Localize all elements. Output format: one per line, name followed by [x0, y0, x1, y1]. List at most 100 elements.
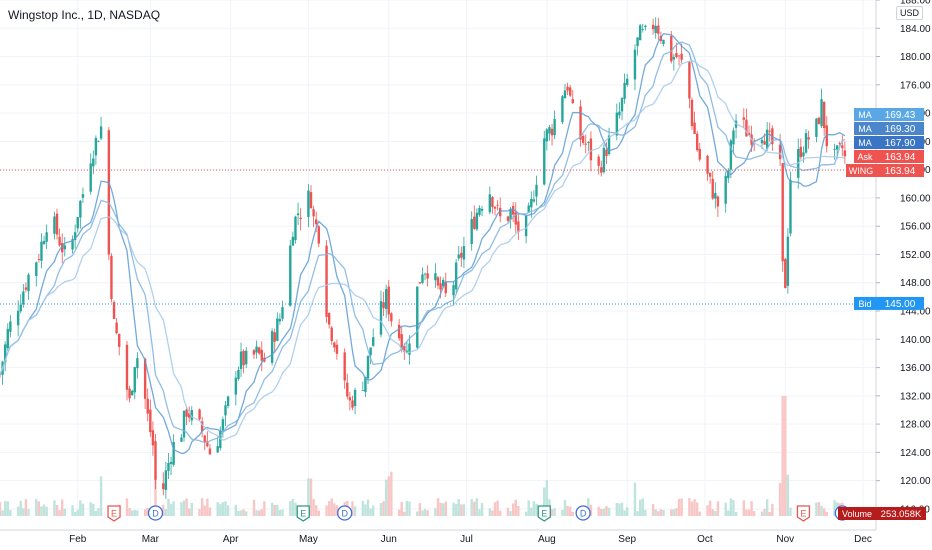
candle-body	[403, 346, 406, 352]
volume-bar	[470, 498, 473, 516]
candle-body	[799, 146, 803, 158]
earnings-marker-icon[interactable]: E	[796, 505, 811, 522]
volume-bar	[457, 499, 460, 516]
candle-body	[37, 259, 41, 261]
volume-bar	[509, 511, 512, 516]
candle-body	[343, 352, 346, 381]
volume-bar	[563, 499, 567, 516]
candle-body	[514, 212, 517, 225]
volume-bar	[426, 510, 429, 516]
earnings-marker-icon[interactable]: E	[107, 505, 121, 522]
candle-body	[182, 410, 186, 438]
volume-bar	[436, 498, 440, 516]
candle-body	[390, 313, 393, 322]
price-tick-label: 124.00	[900, 448, 931, 459]
volume-bar	[714, 510, 717, 516]
candle-body	[644, 25, 647, 27]
volume-bar	[372, 505, 375, 516]
volume-bar	[706, 505, 709, 516]
candle-body	[79, 200, 82, 218]
candle-body	[53, 216, 56, 234]
volume-bar	[662, 509, 665, 516]
volume-bar	[63, 508, 66, 516]
marker-letter: E	[800, 509, 806, 519]
volume-bar	[688, 498, 691, 516]
candle-body	[789, 179, 792, 234]
candle-body	[112, 302, 116, 319]
volume-bar	[40, 506, 43, 516]
candle-body	[672, 57, 676, 60]
volume-bar	[633, 482, 637, 516]
price-tick-label: 148.00	[900, 278, 931, 289]
candle-body	[317, 226, 320, 244]
volume-bar	[89, 502, 92, 516]
earnings-marker-icon[interactable]: E	[296, 505, 310, 522]
volume-bar	[742, 500, 746, 516]
candle-body	[172, 441, 175, 465]
volume-bar	[568, 506, 572, 516]
candle-body	[237, 369, 240, 379]
marker-shape	[107, 505, 121, 522]
price-label-value: 169.43	[885, 110, 916, 121]
volume-bar	[657, 511, 660, 516]
candle-body	[397, 324, 401, 339]
candle-body	[548, 127, 551, 134]
volume-bar	[732, 500, 735, 516]
month-label: Aug	[538, 534, 556, 545]
volume-bar	[644, 509, 647, 516]
dividend-marker-icon[interactable]: D	[337, 505, 353, 521]
volume-bar	[190, 502, 193, 516]
earnings-marker-icon[interactable]: E	[537, 505, 551, 522]
candle-body	[462, 246, 466, 260]
candle-body	[379, 301, 383, 335]
volume-bar	[307, 478, 310, 516]
volume-bar	[19, 500, 22, 516]
candle-body	[333, 342, 336, 348]
candle-body	[294, 216, 297, 241]
price-label-ma: MA 167.90	[854, 136, 924, 149]
volume-bar	[789, 507, 792, 516]
volume-bar	[618, 503, 621, 516]
candle-body	[346, 382, 349, 397]
candle-body	[511, 205, 515, 215]
candle-body	[571, 99, 574, 104]
price-label-wing: WING 163.94	[846, 164, 924, 177]
volume-bar	[771, 503, 774, 516]
dividend-marker-icon[interactable]: D	[575, 505, 591, 521]
candle-body	[307, 190, 310, 217]
candle-body	[625, 78, 629, 85]
volume-bar	[452, 502, 455, 516]
candle-body	[27, 274, 30, 292]
price-label-tag	[854, 150, 876, 163]
candle-body	[408, 343, 411, 355]
volume-bar	[200, 498, 204, 516]
price-label-box	[876, 150, 924, 163]
candle-body	[729, 140, 733, 170]
ma-line-3	[0, 60, 846, 441]
candle-body	[42, 240, 46, 245]
moving-average-lines	[0, 32, 846, 455]
candle-body	[110, 255, 113, 300]
volume-bar	[99, 476, 103, 516]
price-label-tag	[854, 122, 876, 135]
candle-body	[24, 287, 28, 290]
volume-bar	[778, 482, 782, 516]
time-axis[interactable]: Feb Mar Apr May Jun Jul Aug Sep Oct Nov Dec	[0, 529, 932, 550]
candle-body	[499, 207, 502, 217]
price-axis[interactable]: 116.00120.00124.00128.00132.00136.00140.…	[875, 0, 932, 550]
volume-bar	[550, 509, 554, 516]
currency-button[interactable]: USD	[896, 6, 924, 20]
candle-body	[833, 149, 836, 151]
candle-body	[543, 138, 546, 185]
candle-body	[493, 206, 497, 209]
volume-bar	[491, 510, 494, 516]
candle-body	[61, 243, 64, 253]
price-label-bid: Bid 145.00	[854, 296, 924, 310]
candle-body	[76, 217, 79, 229]
price-label-name: MA	[858, 110, 872, 120]
candle-body	[221, 419, 225, 431]
price-label-box	[876, 108, 924, 121]
candle-body	[190, 410, 193, 421]
dividend-marker-icon[interactable]: D	[147, 505, 164, 521]
